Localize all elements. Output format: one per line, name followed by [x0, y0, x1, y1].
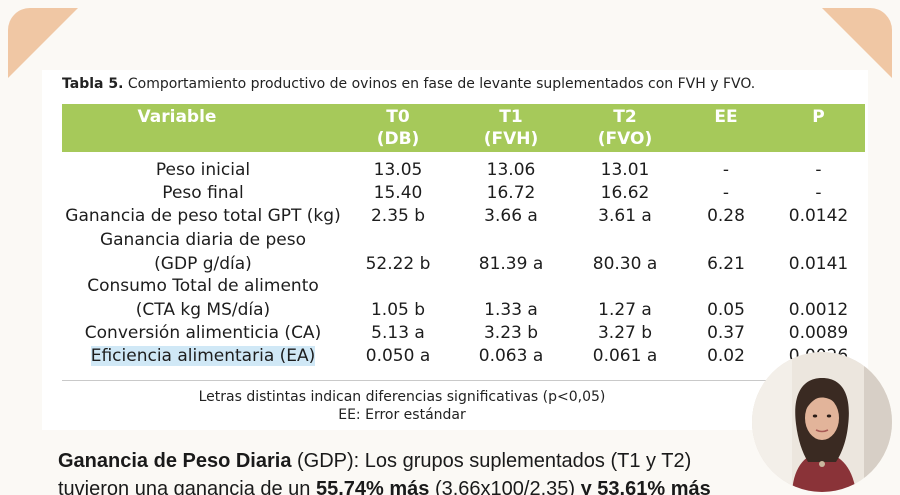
header-variable: Variable [137, 107, 217, 127]
row-variable: Ganancia de peso total GPT (kg) [65, 206, 341, 226]
table-row: Peso inicial 13.05 13.06 13.01 - - [62, 159, 865, 207]
cell-ee: - [722, 160, 730, 180]
paragraph-bold-lead: Ganancia de Peso Diaria [58, 450, 292, 472]
table-row: Conversión alimenticia (CA) 5.13 a 3.23 … [62, 322, 865, 370]
cell-ee: 0.28 [707, 206, 745, 226]
row-variable: Eficiencia alimentaria (EA) [62, 345, 344, 368]
cell-ee: 6.21 [707, 254, 745, 274]
cell-t1: 81.39 a [478, 254, 544, 274]
header-p: P [812, 107, 825, 127]
header-t0: T0 (DB) [376, 107, 420, 149]
cell-t2: 0.061 a [592, 346, 658, 366]
table-row: Peso final 15.40 16.72 16.62 - - [62, 182, 865, 230]
header-t2: T2 (FVO) [597, 107, 653, 149]
cell-t2: 80.30 a [592, 254, 658, 274]
cell-t0: 0.050 a [365, 346, 431, 366]
row-variable: Conversión alimenticia (CA) [84, 323, 322, 343]
cell-p: 0.0141 [788, 254, 849, 274]
cell-t1: 16.72 [486, 183, 536, 203]
presenter-webcam [752, 352, 892, 492]
header-ee: EE [714, 107, 738, 127]
cell-t2: 16.62 [600, 183, 650, 203]
cell-ee: 0.37 [707, 323, 745, 343]
cell-t1: 13.06 [486, 160, 536, 180]
cell-p: - [815, 160, 822, 180]
table-caption: Tabla 5. Comportamiento productivo de ov… [62, 76, 755, 92]
paragraph-rest: (GDP): Los grupos suplementados (T1 y T2… [291, 450, 692, 472]
row-variable-line1: Consumo Total de alimento [87, 276, 319, 296]
cell-t0: 52.22 b [365, 254, 431, 274]
row-variable: Peso inicial [155, 160, 251, 180]
table-bottom-rule [62, 380, 865, 381]
row-variable-line2: (CTA kg MS/día) [135, 300, 271, 320]
cell-t1: 3.23 b [483, 323, 539, 343]
presenter-video-frame [752, 352, 892, 492]
header-t1: T1 (FVH) [483, 107, 539, 149]
cell-t2: 3.61 a [598, 206, 652, 226]
cell-ee: 0.02 [707, 346, 745, 366]
cell-t0: 13.05 [373, 160, 423, 180]
cell-ee: 0.05 [707, 300, 745, 320]
table-row: Consumo Total de alimento (CTA kg MS/día… [62, 275, 865, 323]
cell-t0: 15.40 [373, 183, 423, 203]
cell-t1: 3.66 a [484, 206, 538, 226]
table-row: Ganancia de peso total GPT (kg) 2.35 b 3… [62, 205, 865, 253]
cell-t0: 1.05 b [370, 300, 426, 320]
cell-t1: 0.063 a [478, 346, 544, 366]
table-footnote-significance: Letras distintas indican diferencias sig… [198, 389, 606, 405]
caption-label: Tabla 5. [62, 76, 124, 92]
cell-p: 0.0012 [788, 300, 849, 320]
cell-t0: 5.13 a [371, 323, 425, 343]
paragraph-line-2: tuvieron una ganancia de un 55.74% más (… [58, 478, 711, 495]
row-variable-line1: Ganancia diaria de peso [99, 230, 307, 250]
row-variable: Peso final [162, 183, 244, 203]
table-row: Eficiencia alimentaria (EA) 0.050 a 0.06… [62, 345, 865, 393]
row-variable-line2: (GDP g/día) [154, 254, 252, 274]
caption-text: Comportamiento productivo de ovinos en f… [127, 76, 756, 92]
cell-ee: - [722, 183, 730, 203]
cell-p: 0.0089 [788, 323, 849, 343]
paragraph-line-1: Ganancia de Peso Diaria (GDP): Los grupo… [58, 448, 691, 474]
cell-t1: 1.33 a [484, 300, 538, 320]
cell-t0: 2.35 b [370, 206, 426, 226]
cell-p: 0.0142 [788, 206, 849, 226]
table-header-row: Variable T0 (DB) T1 (FVH) T2 (FVO) EE P [62, 104, 865, 152]
cell-p: - [815, 183, 822, 203]
cell-t2: 1.27 a [598, 300, 652, 320]
table-row: Ganancia diaria de peso (GDP g/día) 52.2… [62, 229, 865, 277]
text-highlight: Eficiencia alimentaria (EA) [90, 346, 316, 366]
table-footnote-ee: EE: Error estándar [338, 407, 466, 423]
cell-t2: 3.27 b [597, 323, 653, 343]
cell-t2: 13.01 [600, 160, 650, 180]
